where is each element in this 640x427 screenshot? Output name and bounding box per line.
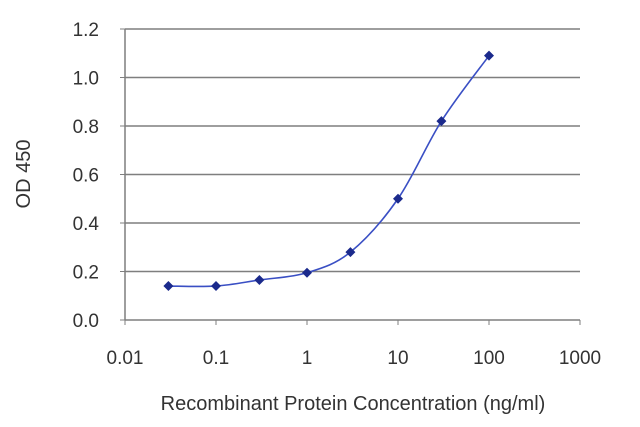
data-point [254, 274, 265, 285]
data-point [436, 116, 447, 127]
y-tick-label: 0.4 [73, 214, 100, 235]
data-point [393, 193, 403, 204]
y-axis-title: OD 450 [13, 140, 35, 209]
data-point [484, 50, 494, 61]
data-point [163, 281, 174, 292]
data-point [211, 281, 221, 292]
y-tick-label: 0.2 [73, 263, 99, 284]
data-point [302, 267, 312, 278]
x-axis-title: Recombinant Protein Concentration (ng/ml… [161, 393, 546, 415]
x-tick-label: 0.1 [203, 348, 229, 369]
y-tick-label: 0.0 [73, 311, 99, 332]
y-tick-label: 0.6 [73, 166, 99, 187]
y-tick-label: 1.2 [73, 20, 99, 41]
x-tick-label: 100 [473, 348, 505, 369]
x-tick-label: 1000 [559, 348, 601, 369]
y-tick-label: 0.8 [73, 117, 99, 138]
x-tick-label: 1 [302, 348, 313, 369]
axes [120, 28, 581, 325]
data-point [345, 247, 356, 258]
series-line [168, 55, 490, 288]
y-tick-label: 1.0 [73, 69, 99, 90]
data-series [163, 50, 494, 292]
x-tick-label: 0.01 [107, 348, 144, 369]
x-tick-label: 10 [387, 348, 408, 369]
tick-labels: 0.0 0.2 0.4 0.6 0.8 1.0 1.2 0.01 0.1 1 10 100 1000 [73, 20, 602, 369]
grid-lines [125, 28, 580, 273]
